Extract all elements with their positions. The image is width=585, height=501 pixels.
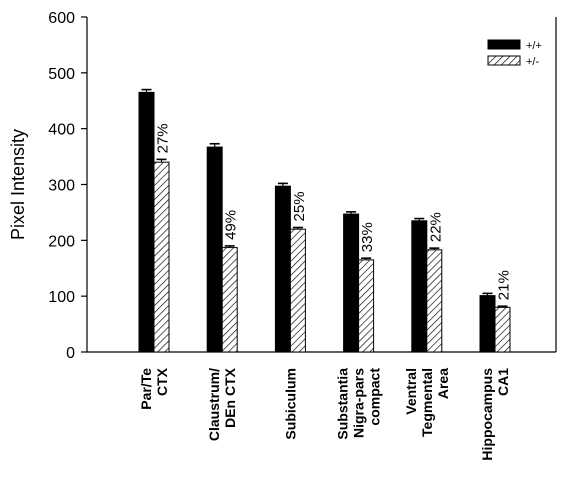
category-label: Hippocampus (479, 368, 495, 461)
bar-wildtype (411, 220, 428, 353)
legend-swatch (487, 39, 521, 50)
bars (138, 91, 511, 353)
bar-wildtype (274, 185, 291, 353)
y-tick-label: 100 (48, 289, 75, 306)
category-label: Subiculum (282, 368, 298, 440)
category-label: Par/Te (138, 368, 154, 410)
bar-wildtype (206, 146, 223, 353)
percent-annotation: 27% (155, 123, 172, 153)
bar-heterozygous (426, 249, 443, 353)
bar-wildtype (343, 213, 360, 353)
y-tick-label: 0 (66, 345, 75, 362)
y-axis-title: Pixel Intensity (8, 129, 28, 240)
y-tick-label: 300 (48, 178, 75, 195)
y-tick-label: 400 (48, 122, 75, 139)
category-label: compact (367, 368, 383, 426)
category-label: Area (435, 368, 451, 399)
bar-heterozygous (358, 259, 375, 353)
legend-swatch (487, 55, 521, 66)
category-label: CTX (154, 367, 170, 396)
bar-wildtype (138, 91, 155, 353)
percent-annotation: 49% (223, 210, 240, 240)
bar-heterozygous (221, 247, 238, 353)
y-tick-label: 500 (48, 66, 75, 83)
percent-annotation: 21% (496, 270, 513, 300)
bar-heterozygous (153, 161, 170, 353)
category-label: Nigra-pars (351, 368, 367, 438)
category-label: CA1 (495, 368, 511, 396)
percent-annotation: 22% (427, 212, 444, 242)
percent-annotation: 33% (359, 222, 376, 252)
bar-wildtype (479, 295, 496, 353)
axes: 0 100 200 300 400 500 600 Pixel Intensity (8, 10, 557, 362)
category-label: Substantia (335, 368, 351, 440)
y-tick-label: 600 (48, 10, 75, 27)
legend-label: +/- (526, 56, 539, 68)
category-label: Claustrum/ (206, 368, 222, 441)
legend-label: +/+ (526, 40, 542, 52)
category-label: Tegmental (419, 368, 435, 437)
bar-heterozygous (494, 306, 511, 353)
category-labels: Par/Te CTX Claustrum/DEn CTX Subiculum Subst… (138, 367, 511, 460)
bar-heterozygous (289, 228, 306, 353)
category-label: DEn CTX (222, 367, 238, 428)
y-tick-label: 200 (48, 233, 75, 250)
legend: +/+ +/- (487, 39, 542, 68)
category-label: Ventral (403, 368, 419, 415)
percent-annotation: 25% (291, 191, 308, 221)
percent-annotations: 27% 49% 25% 33% 22% 21% (155, 123, 513, 300)
error-bars (141, 88, 508, 308)
